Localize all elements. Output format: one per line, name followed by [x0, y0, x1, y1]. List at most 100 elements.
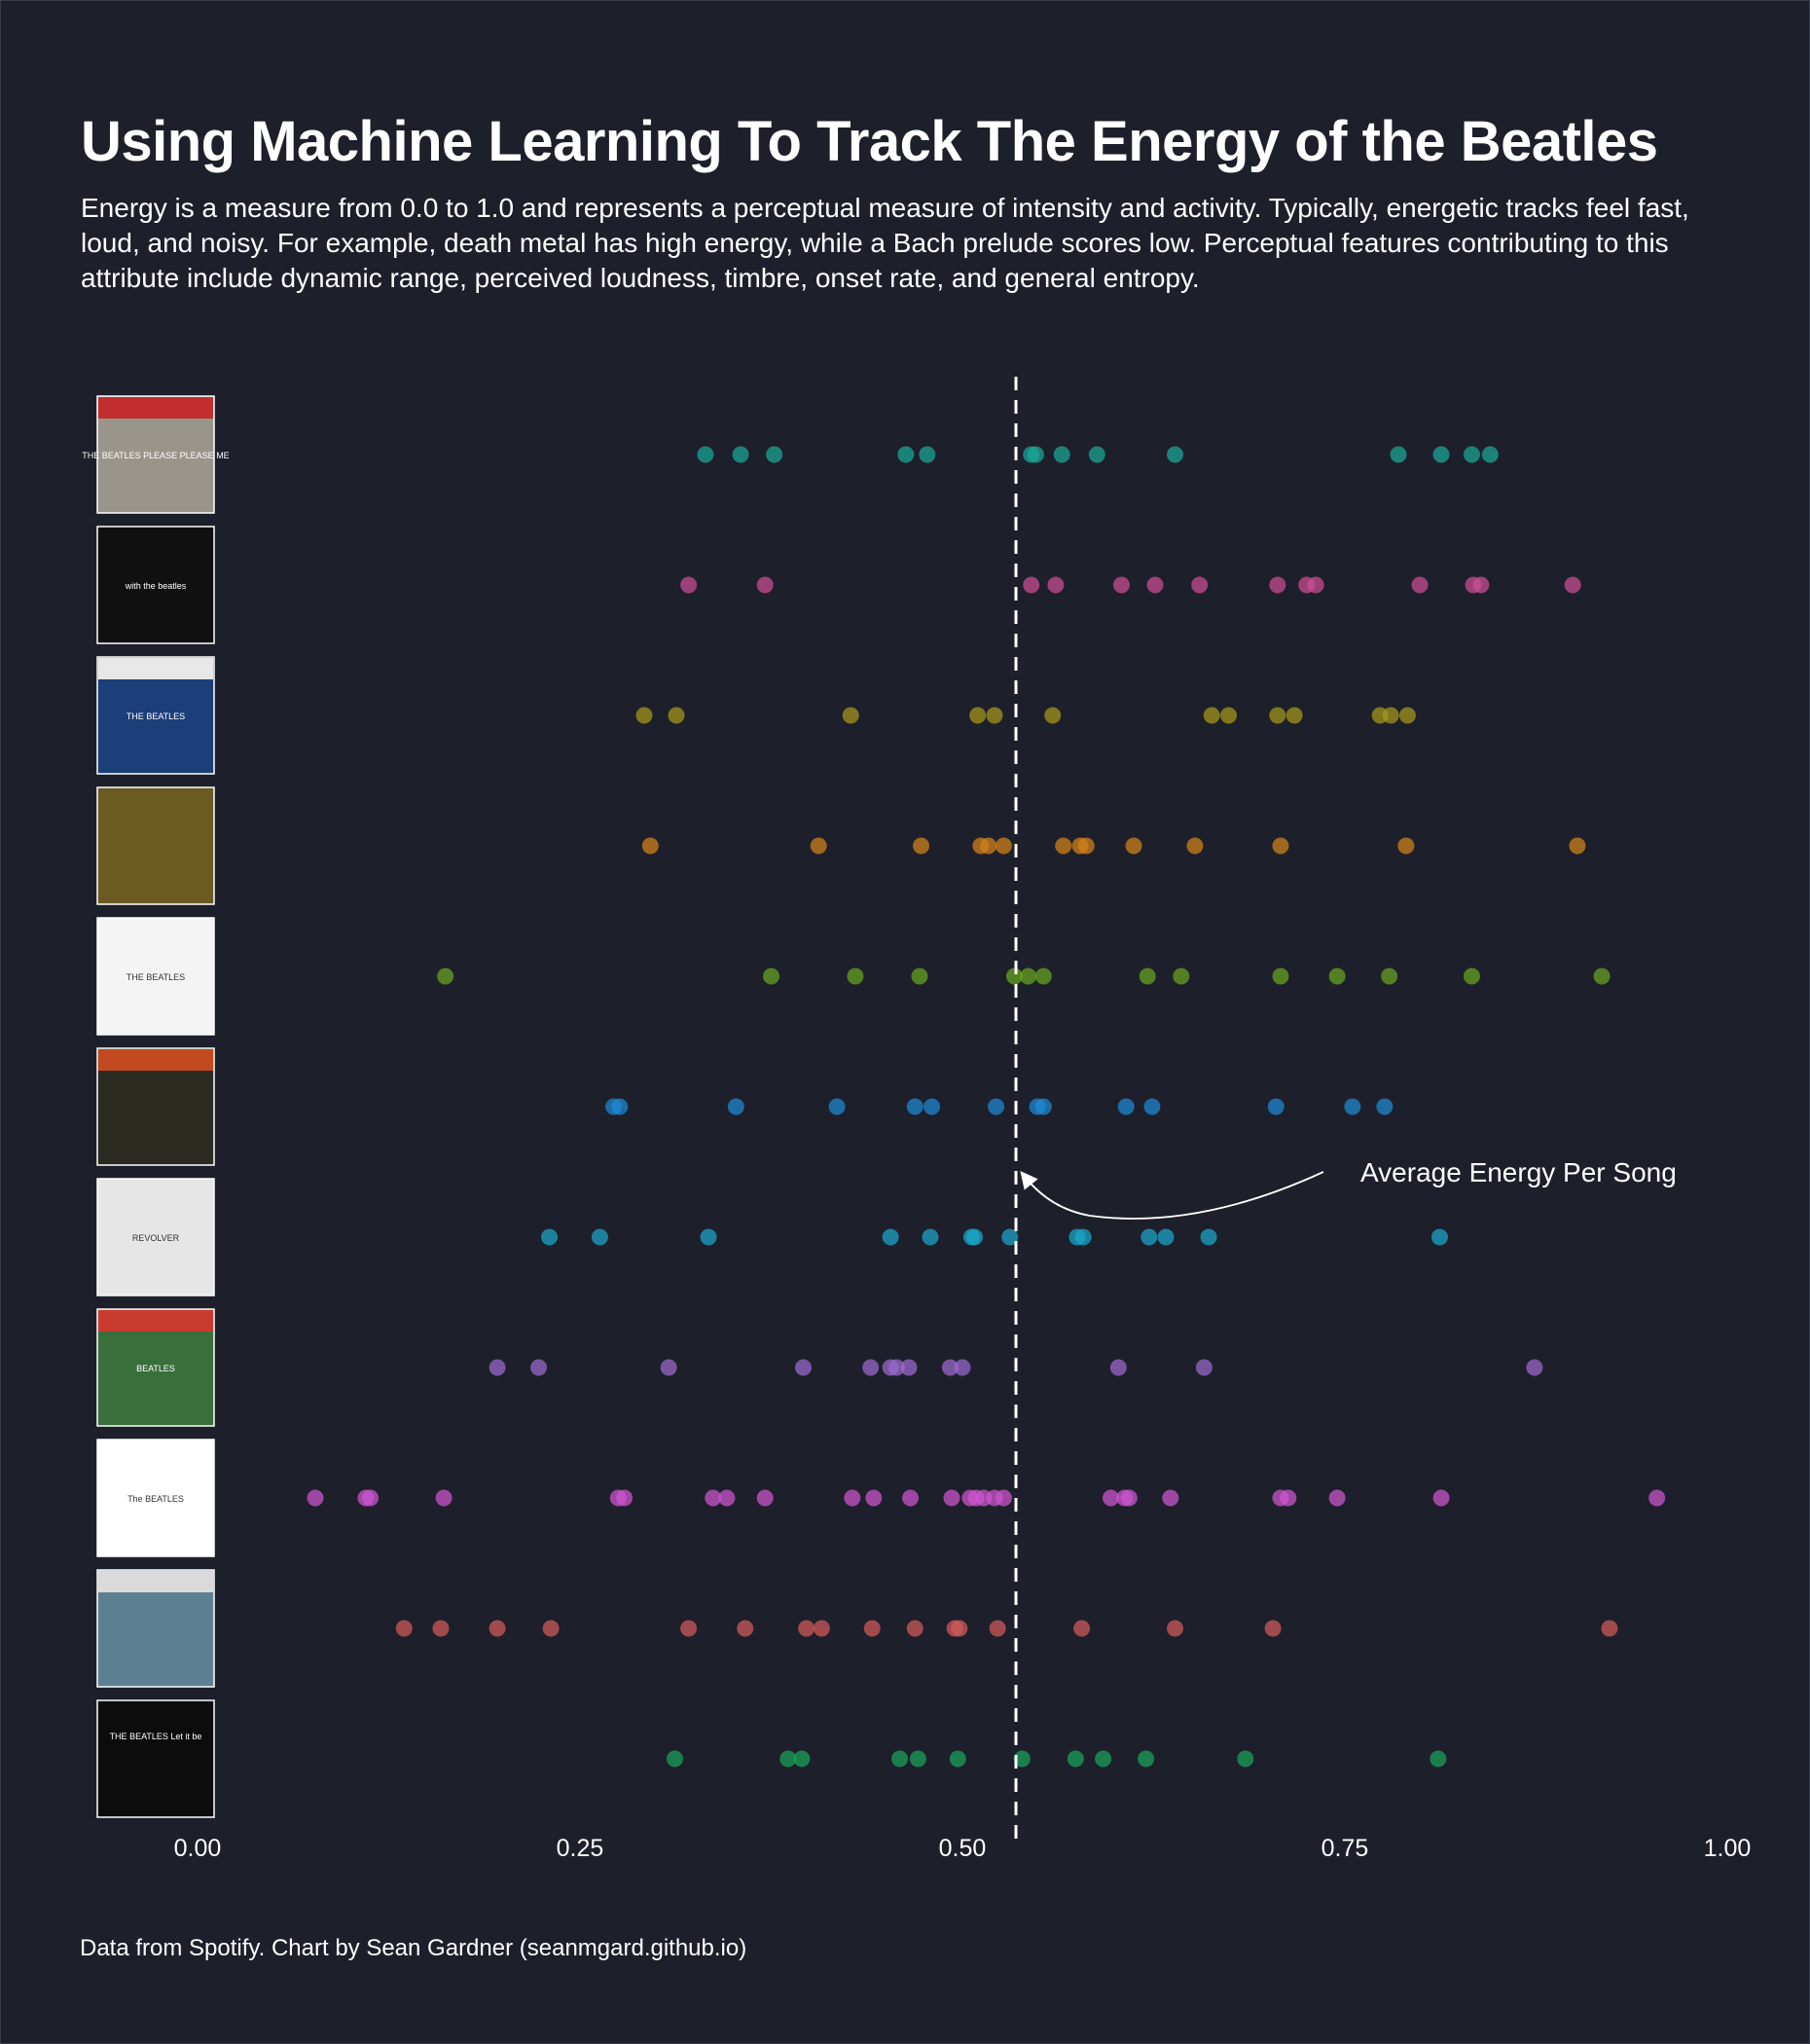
- data-point: [902, 1489, 920, 1507]
- data-point: [989, 1620, 1006, 1637]
- data-point: [1044, 707, 1062, 724]
- album-art-text: THE BEATLES: [127, 972, 185, 982]
- data-point: [1344, 1098, 1361, 1115]
- album-art-text: with the beatles: [125, 581, 187, 591]
- data-point: [882, 1228, 899, 1246]
- album-art-text: The BEATLES: [127, 1494, 184, 1504]
- data-point: [1005, 967, 1023, 985]
- data-point: [1200, 1228, 1217, 1246]
- data-point: [732, 446, 749, 463]
- data-point: [988, 1098, 1005, 1115]
- data-point: [1430, 1750, 1447, 1768]
- x-tick-label: 0.75: [1321, 1835, 1369, 1862]
- data-point: [919, 446, 936, 463]
- data-point: [954, 1359, 971, 1376]
- data-point: [1053, 446, 1070, 463]
- data-point: [847, 967, 864, 985]
- data-point: [995, 837, 1012, 855]
- data-point: [362, 1489, 380, 1507]
- data-point: [900, 1359, 918, 1376]
- album-covers: THE BEATLES PLEASE PLEASE ME with the bea…: [82, 395, 230, 1818]
- data-point: [766, 446, 783, 463]
- data-point: [1272, 967, 1289, 985]
- album-art-text: REVOLVER: [132, 1233, 180, 1243]
- data-point: [891, 1750, 909, 1768]
- data-point: [897, 446, 915, 463]
- data-point: [641, 837, 659, 855]
- data-point: [1328, 1489, 1346, 1507]
- data-point: [705, 1489, 722, 1507]
- data-point: [700, 1228, 717, 1246]
- data-point: [680, 1620, 698, 1637]
- data-point: [432, 1620, 450, 1637]
- data-point: [1328, 967, 1346, 985]
- data-point: [844, 1489, 861, 1507]
- album-cover-8: BEATLES: [96, 1308, 215, 1427]
- data-point: [1073, 1620, 1091, 1637]
- album-cover-6: [96, 1047, 215, 1166]
- data-point: [1173, 967, 1190, 985]
- data-point: [1267, 1098, 1285, 1115]
- album-art-text: THE BEATLES: [127, 712, 185, 721]
- data-point: [1143, 1098, 1161, 1115]
- album-cover-11: THE BEATLES Let it be: [96, 1699, 215, 1818]
- data-point: [1195, 1359, 1213, 1376]
- data-point: [909, 1750, 926, 1768]
- data-point: [1269, 707, 1286, 724]
- data-point: [863, 1620, 881, 1637]
- data-point: [1307, 576, 1324, 594]
- data-point: [697, 446, 714, 463]
- data-point: [923, 1098, 941, 1115]
- album-art-text: THE BEATLES PLEASE PLEASE ME: [82, 451, 229, 460]
- data-point: [1564, 576, 1581, 594]
- data-point: [635, 707, 653, 724]
- data-point: [1138, 1750, 1155, 1768]
- data-point: [1237, 1750, 1254, 1768]
- x-tick-label: 0.50: [939, 1835, 987, 1862]
- data-point: [1432, 1489, 1450, 1507]
- data-point: [951, 1620, 968, 1637]
- data-point: [862, 1359, 880, 1376]
- data-point: [530, 1359, 548, 1376]
- data-point: [1120, 1489, 1138, 1507]
- data-point: [966, 1228, 984, 1246]
- data-point: [437, 967, 454, 985]
- data-point: [1390, 446, 1407, 463]
- data-point: [1023, 576, 1040, 594]
- data-point: [1432, 446, 1450, 463]
- data-point: [828, 1098, 846, 1115]
- album-cover-1: THE BEATLES PLEASE PLEASE ME: [82, 395, 230, 514]
- data-point: [1157, 1228, 1175, 1246]
- data-point: [1146, 576, 1164, 594]
- data-point: [1027, 446, 1044, 463]
- data-point: [616, 1489, 634, 1507]
- data-point: [943, 1489, 960, 1507]
- data-point: [986, 707, 1003, 724]
- data-point: [810, 837, 827, 855]
- data-point: [1220, 707, 1238, 724]
- data-point: [307, 1489, 324, 1507]
- data-point: [1376, 1098, 1394, 1115]
- data-point: [1285, 707, 1303, 724]
- data-point: [1109, 1359, 1127, 1376]
- data-point: [1162, 1489, 1179, 1507]
- data-point: [1648, 1489, 1666, 1507]
- data-point: [756, 1489, 774, 1507]
- data-point: [1272, 837, 1289, 855]
- data-point: [1125, 837, 1142, 855]
- annotation-label: Average Energy Per Song: [1360, 1157, 1677, 1187]
- album-cover-9: The BEATLES: [96, 1439, 215, 1557]
- annotation-arrow: [1020, 1171, 1324, 1220]
- x-tick-label: 0.00: [174, 1835, 222, 1862]
- x-axis-ticks: 0.00 0.25 0.50 0.75 1.00: [174, 1835, 1752, 1862]
- data-point: [1397, 837, 1415, 855]
- data-point: [1382, 707, 1399, 724]
- data-point: [941, 1359, 959, 1376]
- data-point: [793, 1750, 811, 1768]
- data-point: [541, 1228, 559, 1246]
- album-cover-3: THE BEATLES: [96, 656, 215, 775]
- data-point: [865, 1489, 883, 1507]
- data-point: [980, 837, 997, 855]
- data-point: [1280, 1489, 1297, 1507]
